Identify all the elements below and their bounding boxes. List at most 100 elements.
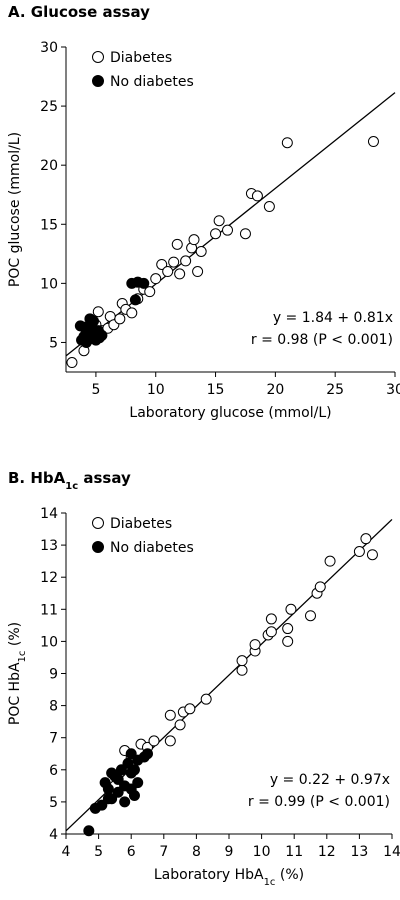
data-point (263, 201, 275, 213)
x-axis-label: Laboratory glucose (mmol/L) (129, 405, 331, 421)
x-tick-label: 15 (207, 382, 225, 398)
y-tick-label: 13 (40, 538, 58, 554)
data-point (236, 655, 248, 667)
x-tick-label: 9 (225, 844, 234, 860)
data-point (200, 693, 212, 705)
data-point (148, 735, 160, 747)
data-point (282, 623, 294, 635)
chart-title-part: assay (78, 469, 131, 487)
data-point (92, 306, 104, 318)
chart-title: B. HbA1c assay (8, 469, 131, 492)
x-tick-label: 4 (62, 844, 71, 860)
data-point (83, 825, 95, 837)
data-point (210, 228, 222, 240)
y-axis-label-part: POC glucose (mmol/L) (7, 132, 23, 287)
data-point (184, 703, 196, 715)
data-point (142, 748, 153, 760)
legend-marker (92, 51, 104, 63)
legend-marker (92, 517, 104, 529)
data-point (129, 294, 141, 306)
data-point (324, 555, 336, 567)
data-point (168, 256, 180, 268)
x-tick-label: 20 (266, 382, 284, 398)
legend-marker (92, 541, 104, 553)
fit-line (65, 92, 396, 357)
y-tick-label: 12 (40, 570, 58, 586)
data-point (102, 793, 114, 805)
x-axis-label-part: Laboratory glucose (mmol/L) (129, 405, 331, 421)
x-tick-label: 14 (383, 844, 400, 860)
data-point (122, 757, 134, 769)
annotation: r = 0.99 (P < 0.001) (248, 794, 390, 810)
x-tick-label: 11 (285, 844, 303, 860)
legend-marker (92, 75, 104, 87)
chart-title-part: A. Glucose assay (8, 3, 150, 21)
data-point (115, 764, 127, 776)
data-point (156, 258, 168, 270)
data-point (126, 307, 138, 319)
data-point (180, 255, 192, 267)
data-point (162, 266, 174, 278)
y-tick-label: 10 (40, 276, 58, 292)
data-point (213, 215, 225, 227)
data-point (366, 549, 378, 561)
data-point (128, 764, 140, 776)
data-point (132, 777, 144, 789)
data-point (236, 664, 248, 676)
legend-label: Diabetes (110, 516, 172, 532)
x-tick-label: 7 (159, 844, 168, 860)
legend-label: No diabetes (110, 540, 194, 556)
data-point (249, 639, 261, 651)
y-axis-label: POC HbA1c (%) (7, 622, 28, 725)
data-point (112, 773, 124, 785)
x-axis-label-part: (%) (275, 867, 304, 883)
data-point (74, 320, 86, 332)
x-tick-label: 6 (127, 844, 136, 860)
data-point (125, 748, 137, 760)
data-point (66, 357, 78, 369)
data-point (265, 626, 277, 638)
data-point (174, 268, 186, 280)
x-tick-label: 12 (318, 844, 336, 860)
y-tick-label: 15 (40, 217, 58, 233)
data-point (305, 610, 316, 622)
x-tick-label: 8 (192, 844, 201, 860)
y-axis-label-part: POC HbA (7, 662, 23, 725)
y-axis-label-part: (%) (7, 622, 23, 651)
data-point (106, 767, 118, 779)
x-axis-label-part: 1c (264, 877, 276, 888)
data-point (128, 789, 140, 801)
data-point (114, 313, 126, 325)
data-point (188, 234, 200, 246)
y-tick-label: 9 (49, 667, 58, 683)
data-point (222, 224, 234, 236)
y-axis-label: POC glucose (mmol/L) (7, 132, 23, 287)
y-tick-label: 4 (49, 827, 58, 843)
data-point (251, 190, 263, 202)
data-point (164, 709, 176, 721)
data-point (174, 719, 186, 731)
data-point (164, 735, 176, 747)
data-point (367, 136, 379, 148)
x-tick-label: 10 (253, 844, 271, 860)
y-tick-label: 25 (40, 99, 58, 115)
data-point (360, 533, 372, 545)
y-tick-label: 5 (49, 795, 58, 811)
data-point (96, 799, 108, 811)
data-point (314, 581, 326, 593)
x-tick-label: 30 (386, 382, 400, 398)
x-tick-label: 5 (94, 844, 103, 860)
chart-title: A. Glucose assay (8, 3, 150, 21)
x-axis-label-part: Laboratory HbA (154, 867, 264, 883)
chart-title-part: B. HbA (8, 469, 66, 487)
y-axis-label-part: 1c (17, 651, 28, 663)
legend-label: Diabetes (110, 50, 172, 66)
y-tick-label: 11 (40, 602, 58, 618)
data-point (281, 137, 293, 149)
annotation: y = 1.84 + 0.81x (273, 310, 393, 326)
x-axis-label: Laboratory HbA1c (%) (154, 867, 304, 888)
data-point (102, 783, 114, 795)
x-tick-label: 5 (91, 382, 100, 398)
annotation: y = 0.22 + 0.97x (270, 772, 390, 788)
